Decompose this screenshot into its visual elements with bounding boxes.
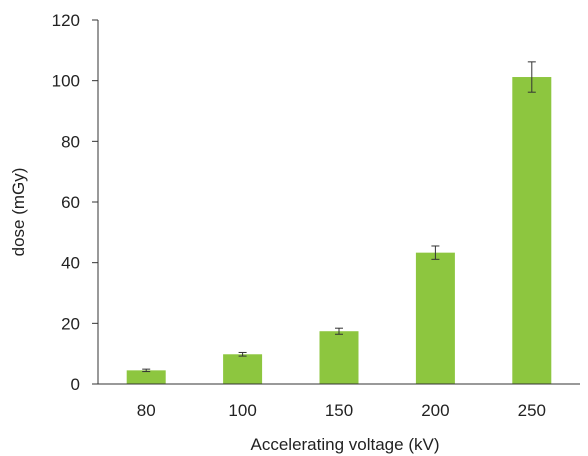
y-tick-label: 0 (71, 375, 80, 394)
y-tick-label: 40 (61, 254, 80, 273)
y-axis-ticks: 0 20 40 60 80 100 120 (52, 11, 98, 394)
y-tick-label: 100 (52, 72, 80, 91)
bar-80 (126, 370, 166, 384)
bar-100 (223, 354, 263, 384)
bar-250 (512, 77, 552, 384)
y-axis-title: dose (mGy) (9, 168, 28, 257)
x-axis-ticks: 80 100 150 200 250 (137, 401, 546, 420)
x-axis-title: Accelerating voltage (kV) (251, 435, 440, 454)
x-tick-label-80: 80 (137, 401, 156, 420)
y-tick-label: 80 (61, 132, 80, 151)
bar-150 (319, 331, 359, 384)
bar-200 (415, 252, 455, 384)
plot-area (126, 61, 552, 384)
x-tick-label-100: 100 (228, 401, 256, 420)
y-tick-label: 120 (52, 11, 80, 30)
y-tick-label: 20 (61, 314, 80, 333)
x-tick-label-200: 200 (421, 401, 449, 420)
x-tick-label-150: 150 (325, 401, 353, 420)
x-tick-label-250: 250 (518, 401, 546, 420)
y-tick-label: 60 (61, 193, 80, 212)
